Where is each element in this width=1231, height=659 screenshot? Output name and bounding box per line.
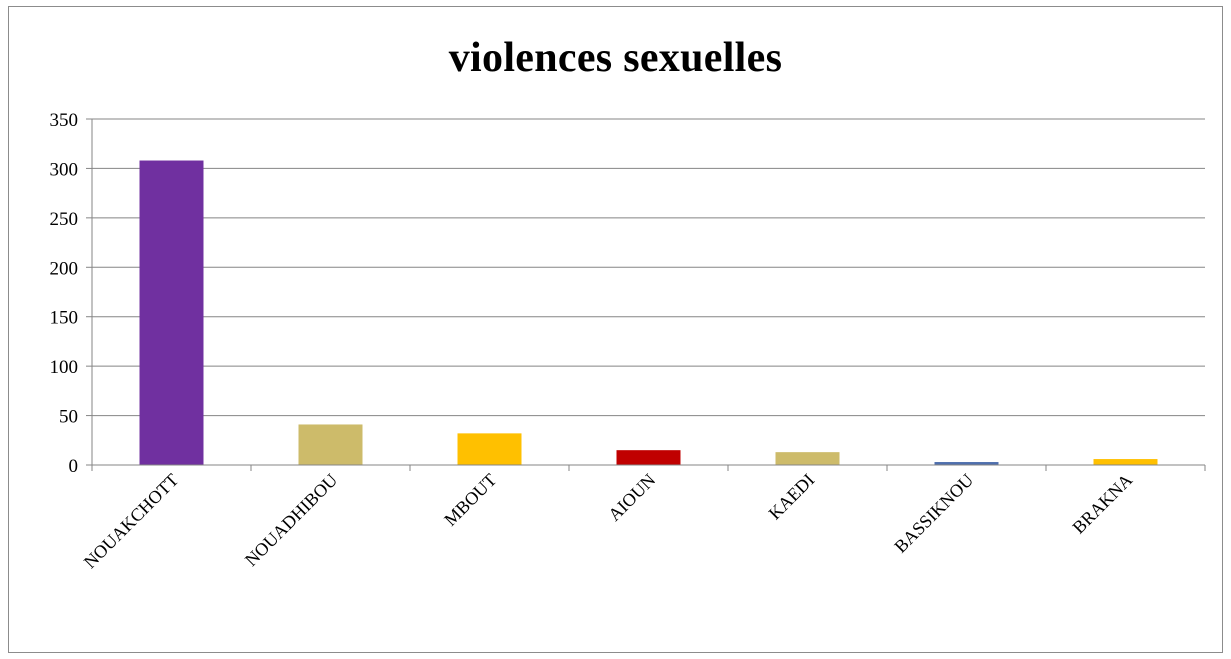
x-tick-label: KAEDI [765,470,819,524]
chart-area-border [8,6,1223,653]
y-tick-label: 200 [50,258,79,279]
x-tick-label: BASSIKNOU [890,470,977,557]
x-tick-label: NOUAKCHOTT [80,470,183,573]
x-tick-label: MBOUT [440,470,500,530]
y-tick-label: 0 [69,456,79,477]
bar [457,433,522,465]
x-tick-label: NOUADHIBOU [241,470,341,570]
bar [298,424,363,465]
y-tick-label: 150 [50,308,79,329]
x-tick-label: BRAKNA [1068,470,1136,538]
y-tick-label: 250 [50,209,79,230]
chart-title: violences sexuelles [448,35,783,81]
bar [1093,459,1158,465]
y-tick-label: 350 [50,110,79,131]
y-tick-label: 300 [50,159,79,180]
y-tick-label: 100 [50,357,79,378]
bar [616,450,681,465]
y-tick-label: 50 [59,407,78,428]
x-tick-label: AIOUN [604,470,659,525]
bar [775,452,840,465]
bar [139,160,204,465]
bar [934,462,999,465]
